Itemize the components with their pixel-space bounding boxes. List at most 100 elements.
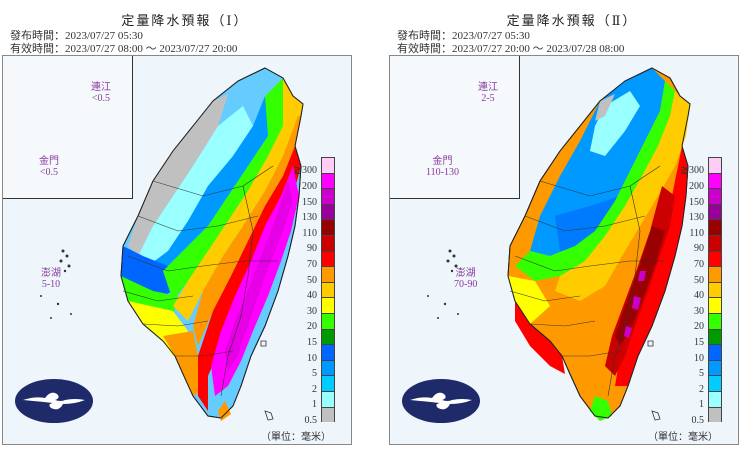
legend-label: 130: [689, 212, 704, 223]
legend-label: 200: [302, 181, 317, 192]
legend-label: 70: [694, 259, 704, 270]
legend-label: 70: [307, 259, 317, 270]
legend-label: 150: [302, 197, 317, 208]
legend-label: 20: [694, 321, 704, 332]
legend-swatch: [321, 359, 335, 376]
matsu-value: <0.5: [91, 93, 111, 104]
legend-swatch: [321, 328, 335, 345]
legend-swatch: [708, 328, 722, 345]
legend-label: ≧300: [293, 165, 317, 176]
legend-label: 10: [307, 353, 317, 364]
issue-time: 發布時間：2023/07/27 05:30: [10, 30, 143, 42]
unit-label: （單位：毫米）: [648, 432, 718, 443]
rainfall-legend: ≧300 200 150 130 110 90 70 50 40 30 20 1…: [681, 157, 722, 426]
legend-label: 1: [312, 399, 317, 410]
offshore-inset: [390, 56, 520, 199]
legend-label: 200: [689, 181, 704, 192]
forecast-panel-2: 定量降水預報（Ⅱ） 發布時間：2023/07/27 05:30 有效時間：202…: [387, 0, 750, 449]
offshore-inset: [3, 56, 133, 199]
legend-label: 1: [699, 399, 704, 410]
legend-swatch: [708, 188, 722, 204]
legend-swatch: [321, 281, 335, 298]
legend-label: 5: [699, 368, 704, 379]
legend-swatch: [321, 266, 335, 282]
legend-swatch: [708, 312, 722, 329]
kinmen-value: 110-130: [426, 167, 459, 178]
legend-label: 90: [694, 243, 704, 254]
taiwan-rainfall-map-icon: [394, 63, 691, 421]
valid-time: 有效時間：2023/07/27 08:00 ～ 2023/07/27 20:00: [10, 43, 238, 55]
legend-label: 50: [694, 275, 704, 286]
legend-swatch: [708, 406, 722, 423]
legend-swatch: [321, 406, 335, 423]
matsu-label: 連江 <0.5: [91, 82, 111, 104]
legend-swatch: [708, 219, 722, 235]
legend-swatch: [321, 390, 335, 407]
legend-label: 10: [694, 353, 704, 364]
penghu-value: 5-10: [41, 279, 61, 290]
legend-label: 130: [302, 212, 317, 223]
kinmen-name: 金門: [432, 156, 453, 167]
legend-swatch: [321, 312, 335, 329]
kinmen-value: <0.5: [39, 167, 59, 178]
legend-label: 150: [689, 197, 704, 208]
legend-label: 110: [689, 228, 704, 239]
matsu-value: 2-5: [481, 93, 495, 104]
penghu-name: 澎湖: [41, 268, 61, 279]
legend-label: 15: [307, 337, 317, 348]
rainfall-legend: ≧300 200 150 130 110 90 70 50 40 30 20 1…: [294, 157, 335, 426]
kinmen-label: 金門 110-130: [426, 156, 459, 178]
legend-label: 50: [307, 275, 317, 286]
cwb-logo-icon: [402, 379, 480, 423]
kinmen-label: 金門 <0.5: [39, 156, 59, 178]
cwb-logo-icon: [15, 379, 93, 423]
legend-swatch: [321, 250, 335, 267]
legend-swatch: [321, 172, 335, 189]
rainfall-map: 連江 <0.5 金門 <0.5 澎湖 5-10: [2, 55, 352, 445]
legend-swatch: [708, 281, 722, 298]
taiwan-rainfall-map-icon: [7, 63, 304, 421]
legend-swatch: [708, 266, 722, 282]
legend-swatch: [321, 375, 335, 391]
panel-title: 定量降水預報（Ⅱ）: [506, 14, 638, 29]
legend-swatch: [708, 157, 722, 173]
legend-swatch: [321, 219, 335, 235]
legend-swatch: [321, 297, 335, 313]
unit-label: （單位：毫米）: [261, 432, 331, 443]
legend-label: ≧300: [680, 165, 704, 176]
matsu-label: 連江 2-5: [478, 82, 498, 104]
legend-label: 30: [694, 306, 704, 317]
issue-time: 發布時間：2023/07/27 05:30: [397, 30, 530, 42]
penghu-name: 澎湖: [455, 268, 476, 279]
legend-swatch: [708, 203, 722, 220]
legend-label: 15: [694, 337, 704, 348]
legend-label: 0.5: [304, 415, 318, 426]
legend-label: 40: [694, 290, 704, 301]
legend-label: 5: [312, 368, 317, 379]
rainfall-map: 連江 2-5 金門 110-130 澎湖 70-90: [389, 55, 739, 445]
penghu-label: 澎湖 70-90: [454, 268, 477, 290]
legend-swatch: [708, 359, 722, 376]
legend-swatch: [708, 172, 722, 189]
legend-label: 40: [307, 290, 317, 301]
legend-swatch: [708, 375, 722, 391]
legend-swatch: [321, 203, 335, 220]
valid-time: 有效時間：2023/07/27 20:00 ～ 2023/07/28 08:00: [397, 43, 625, 55]
legend-swatch: [708, 234, 722, 251]
legend-label: 20: [307, 321, 317, 332]
legend-swatch: [708, 297, 722, 313]
penghu-label: 澎湖 5-10: [41, 268, 61, 290]
panel-title: 定量降水預報（Ⅰ）: [121, 14, 249, 29]
penghu-value: 70-90: [454, 279, 478, 290]
legend-swatch: [321, 188, 335, 204]
legend-label: 90: [307, 243, 317, 254]
forecast-panel-1: 定量降水預報（Ⅰ） 發布時間：2023/07/27 05:30 有效時間：202…: [0, 0, 370, 449]
legend-label: 30: [307, 306, 317, 317]
kinmen-name: 金門: [39, 156, 59, 167]
legend-label: 2: [312, 384, 317, 395]
legend-label: 0.5: [691, 415, 705, 426]
legend-label: 2: [699, 384, 704, 395]
legend-swatch: [321, 234, 335, 251]
legend-swatch: [708, 390, 722, 407]
legend-swatch: [321, 344, 335, 360]
